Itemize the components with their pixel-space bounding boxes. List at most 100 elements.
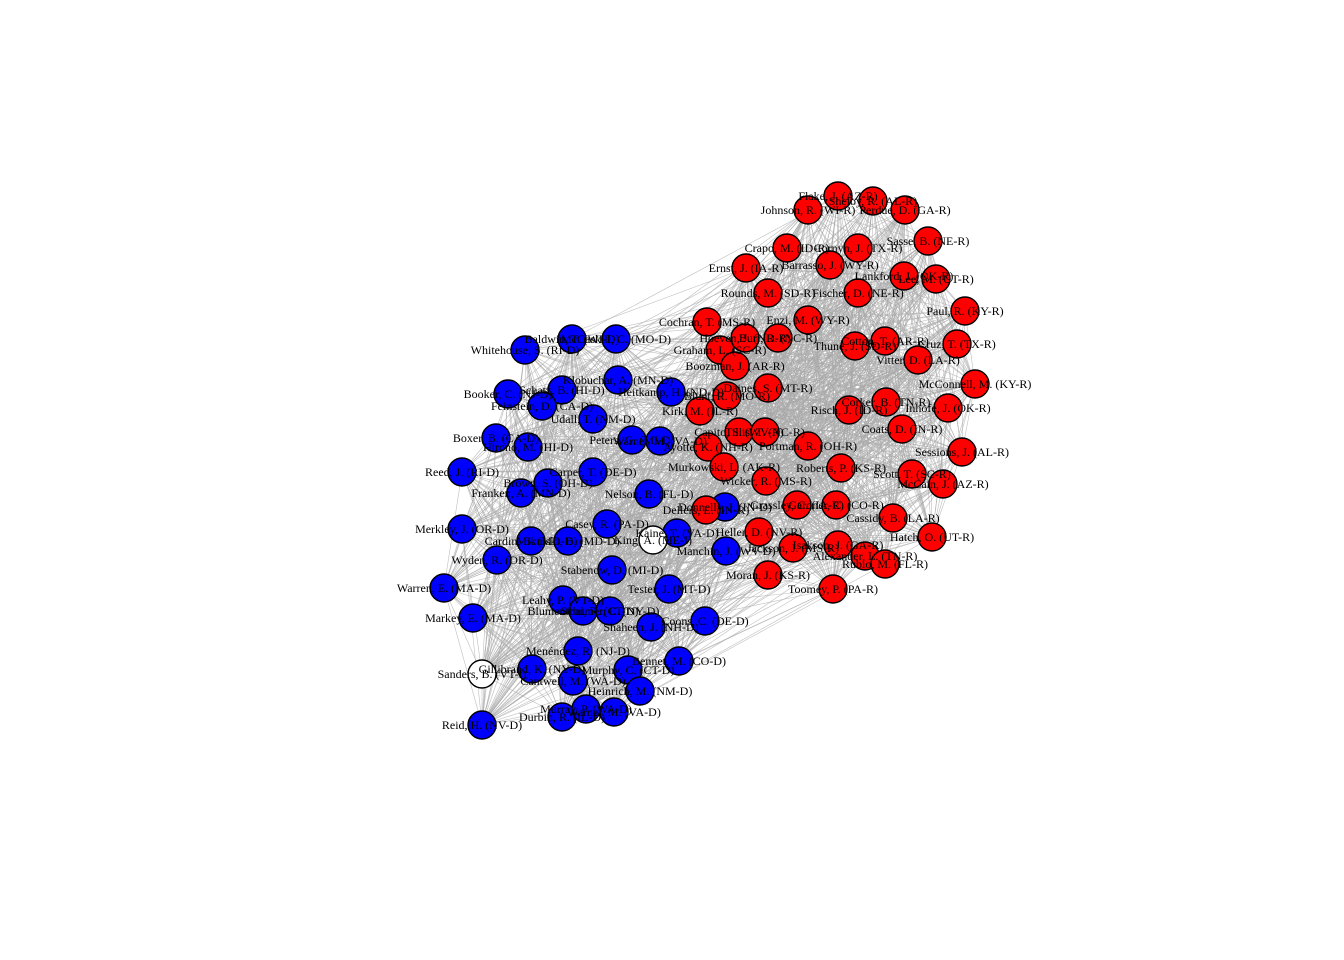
edge <box>531 620 706 670</box>
node-label: Daines, S. (MT-R) <box>724 381 813 395</box>
node-d <box>527 391 557 421</box>
edge <box>609 610 615 713</box>
edge <box>561 610 611 718</box>
edge <box>461 528 483 675</box>
node-d <box>447 457 477 487</box>
edge <box>567 428 903 542</box>
edge <box>585 620 706 710</box>
node-r <box>950 296 980 326</box>
edge <box>461 471 629 671</box>
node-label: King, A. (ME-I) <box>614 533 692 547</box>
node-label: Perdue, D. (GA-R) <box>859 203 950 217</box>
node-r <box>782 490 812 520</box>
edge <box>786 247 949 409</box>
edge <box>613 321 708 713</box>
node-label: Merkley, J. (OR-D) <box>415 522 509 536</box>
edge <box>617 379 769 389</box>
edge <box>461 471 579 652</box>
node-r <box>878 503 908 533</box>
node-r <box>933 393 963 423</box>
edge <box>527 379 619 448</box>
node-r <box>753 373 783 403</box>
node-label: Wicker, R. (MS-R) <box>720 474 812 488</box>
edge <box>592 471 678 534</box>
edge <box>807 310 966 321</box>
node-label: Tillis, T. (NC-R) <box>725 425 805 439</box>
node-r <box>763 323 793 353</box>
edge <box>911 278 937 475</box>
edge <box>472 599 564 619</box>
node-label: Sessions, J. (AL-R) <box>915 445 1009 459</box>
node-label: Inhofe, J. (OK-R) <box>905 401 990 415</box>
node-r <box>942 329 972 359</box>
edge <box>631 439 944 485</box>
edge <box>496 471 594 561</box>
node-label: Portman, R. (OH-R) <box>759 439 857 453</box>
node-label: Brown, S. (OH-D) <box>503 476 592 490</box>
node-label: Scott, T. (SC-R) <box>873 467 951 481</box>
edge <box>461 471 678 534</box>
node-label: Coats, D. (IN-R) <box>862 422 943 436</box>
node-r <box>870 549 900 579</box>
edge <box>585 446 709 710</box>
node-r <box>858 186 888 216</box>
edge <box>481 517 894 726</box>
node-label: Johnson, R. (WI-R) <box>761 203 856 217</box>
node-label: Isakson, J. (GA-R) <box>793 538 884 552</box>
edge <box>530 379 619 542</box>
node-d <box>517 654 547 684</box>
edge <box>734 365 949 409</box>
edge <box>531 439 633 670</box>
node-d <box>601 324 631 354</box>
edge <box>461 471 564 601</box>
edge <box>481 673 563 718</box>
edge <box>496 559 706 622</box>
node-label: Blumenthal, R. (CT-D) <box>528 604 639 618</box>
node-r <box>712 381 742 411</box>
edge <box>884 483 944 565</box>
edge <box>481 523 608 726</box>
node-r <box>818 574 848 604</box>
node-i <box>638 525 668 555</box>
node-label: Grassley, C. (IA-R) <box>750 498 844 512</box>
node-label: Jackson, J. (MS-R) <box>747 541 839 555</box>
edge <box>481 559 498 726</box>
node-label: Shaheen, J. (NH-D) <box>603 620 698 634</box>
edge <box>481 531 760 726</box>
edge <box>840 451 963 469</box>
edge <box>792 407 949 549</box>
node-label: Ayotte, K. (NH-R) <box>663 440 753 454</box>
edge <box>527 446 654 541</box>
edge <box>767 387 866 557</box>
edge <box>495 338 573 439</box>
edge <box>744 337 856 347</box>
node-label: Cantwell, M. (WA-D) <box>520 674 625 688</box>
edge <box>531 440 661 670</box>
edge <box>520 418 594 494</box>
edge <box>648 359 919 495</box>
node-label: McConnell, M. (KY-R) <box>919 377 1032 391</box>
node-r <box>928 469 958 499</box>
node-label: Murphy, C. (CT-D) <box>582 663 675 677</box>
node-d <box>578 457 608 487</box>
node-r <box>823 530 853 560</box>
edge <box>496 559 629 671</box>
edge <box>443 389 563 589</box>
node-d <box>592 509 622 539</box>
node-d <box>595 596 625 626</box>
node-r <box>921 264 951 294</box>
edge <box>472 409 850 619</box>
edge <box>481 492 522 675</box>
node-label: Franken, A. (MN-D) <box>471 486 570 500</box>
node-label: Murkowski, L. (AK-R) <box>668 460 780 474</box>
nodes-layer <box>429 181 990 740</box>
node-d <box>656 377 686 407</box>
node-label: Reid, H. (NV-D) <box>442 718 522 732</box>
edge <box>571 338 706 622</box>
node-label: Risch, J. (ID-R) <box>811 403 888 417</box>
edge <box>524 349 672 393</box>
edge <box>777 264 831 339</box>
edge <box>699 410 903 430</box>
node-d <box>510 335 540 365</box>
node-r <box>917 522 947 552</box>
